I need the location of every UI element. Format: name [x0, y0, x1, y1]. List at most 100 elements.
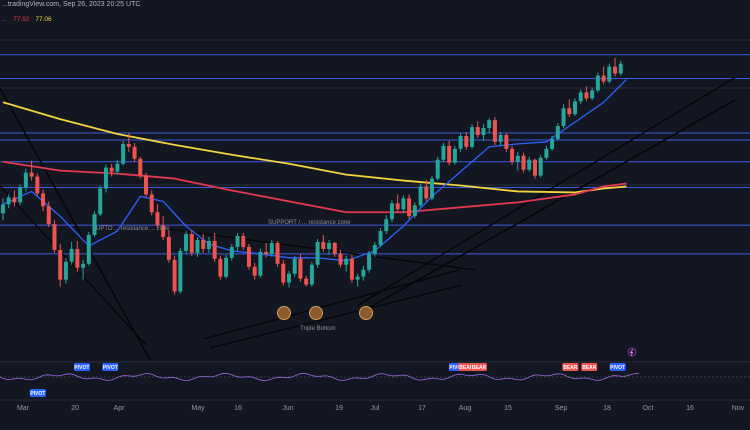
candle-body — [155, 212, 160, 226]
candle-body — [1, 204, 5, 214]
candle-body — [92, 214, 97, 236]
lightning-icon — [627, 347, 637, 357]
candle-body — [321, 241, 326, 249]
candle-body — [144, 175, 148, 195]
candle-body — [218, 258, 223, 277]
candle-body — [206, 240, 211, 249]
candle-body — [412, 205, 417, 217]
trendline-left — [0, 87, 151, 361]
candle-body — [201, 239, 206, 249]
candle-body — [441, 145, 446, 160]
candle-body — [607, 66, 612, 82]
candle-body — [132, 146, 137, 159]
candle-body — [595, 75, 600, 91]
trendline — [203, 269, 461, 340]
candle-body — [287, 273, 291, 283]
candle-body — [447, 145, 452, 163]
candle-body — [372, 244, 377, 254]
candle-body — [527, 159, 532, 170]
candle-body — [292, 258, 297, 274]
signal-tag-label: PIVOT — [30, 391, 45, 397]
candle-body — [246, 246, 251, 267]
candle-body — [344, 258, 349, 265]
candle-body — [407, 198, 412, 217]
candle-body — [590, 90, 595, 99]
x-tick-label: Nov — [732, 405, 745, 412]
candle-body — [41, 193, 46, 207]
x-tick-label: 15 — [504, 405, 512, 412]
candle-body — [327, 242, 332, 249]
candle-body — [389, 203, 394, 220]
indicator-value-3: 77.06 — [35, 16, 52, 23]
candle-body — [510, 148, 515, 162]
x-tick-label: 17 — [418, 405, 426, 412]
chart-grid — [0, 39, 750, 186]
candle-body — [241, 236, 246, 247]
triple-bottom-label: Triple Bottom — [300, 326, 335, 332]
candle-body — [332, 242, 337, 254]
x-tick-label: 16 — [234, 405, 242, 412]
candle-body — [126, 143, 131, 147]
candle-body — [550, 138, 555, 149]
candle-body — [258, 251, 263, 276]
candle-body — [149, 194, 154, 213]
candle-body — [578, 92, 583, 102]
candle-body — [424, 186, 429, 199]
x-tick-label: Apr — [114, 405, 126, 412]
candle-body — [613, 66, 618, 74]
signal-tag-label: BEAR — [582, 365, 597, 371]
candle-body — [584, 92, 589, 99]
candle-body — [58, 249, 63, 280]
candle-body — [498, 134, 503, 142]
x-tick-label: 19 — [335, 405, 343, 412]
candle-body — [515, 155, 520, 162]
candle-body — [98, 188, 103, 215]
candle-body — [487, 120, 492, 129]
candle-body — [281, 263, 286, 283]
candle-body — [475, 127, 480, 135]
candle-body — [35, 176, 40, 194]
x-tick-label: 18 — [603, 405, 611, 412]
candle-body — [189, 234, 194, 253]
indicator-legend: ... 77.92 77.06 — [2, 16, 56, 23]
signal-tag-label: PIVOT — [449, 365, 464, 371]
candle-body — [235, 236, 240, 247]
candle-body — [298, 258, 303, 279]
x-tick-label: Jun — [282, 405, 293, 412]
triple-bottom-marker — [277, 306, 291, 320]
candle-body — [435, 159, 440, 179]
signal-tag — [102, 363, 119, 371]
signal-tag-label: BEAR — [472, 365, 487, 371]
oscillator-pane — [0, 361, 750, 382]
signal-tag-label: PIVOT — [610, 365, 625, 371]
candles — [1, 57, 623, 295]
signal-tag — [562, 363, 579, 371]
candle-body — [115, 163, 120, 172]
indicator-value-2: 77.92 — [13, 16, 30, 23]
signal-tag-label: PIVOT — [74, 365, 89, 371]
candle-body — [538, 157, 543, 176]
candle-body — [504, 134, 509, 149]
candle-body — [401, 198, 406, 210]
candle-body — [46, 206, 51, 225]
candle-body — [229, 246, 234, 258]
candle-body — [275, 242, 280, 264]
x-tick-label: 16 — [686, 405, 694, 412]
candle-body — [555, 126, 560, 139]
candle-body — [395, 203, 400, 210]
candle-body — [81, 263, 86, 268]
signal-tag — [609, 363, 626, 371]
x-tick-label: May — [191, 405, 205, 412]
candle-body — [184, 234, 189, 251]
candle-body — [109, 167, 114, 172]
candle-body — [521, 155, 526, 170]
x-tick-label: Oct — [643, 405, 654, 412]
candle-body — [195, 239, 200, 253]
candle-body — [269, 242, 274, 254]
candle-body — [6, 197, 11, 205]
candle-body — [138, 158, 143, 176]
sma-fast-line — [2, 79, 627, 262]
